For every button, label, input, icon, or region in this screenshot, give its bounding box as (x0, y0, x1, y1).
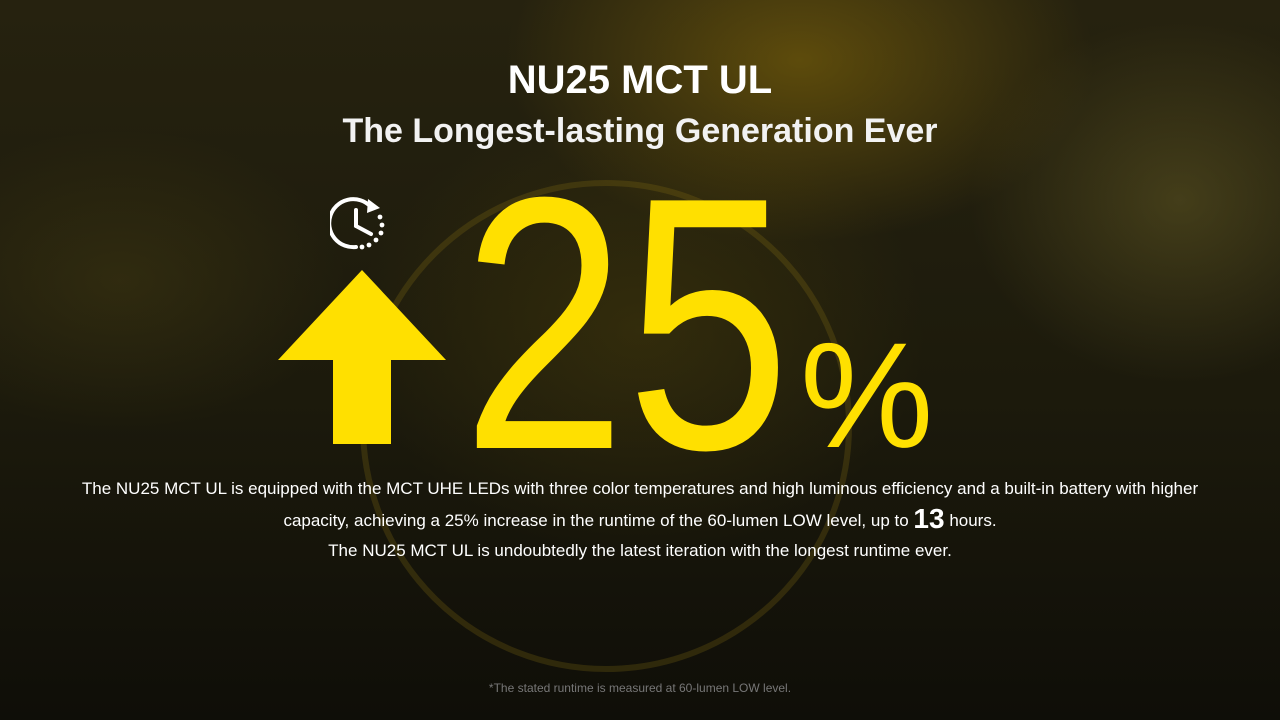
footnote: *The stated runtime is measured at 60-lu… (488, 681, 792, 695)
description: The NU25 MCT UL is equipped with the MCT… (60, 474, 1220, 566)
page-title: NU25 MCT UL (507, 58, 773, 102)
arrow-up-icon (278, 270, 446, 444)
description-text: hours. (949, 511, 997, 530)
percent-sign: % (800, 311, 934, 479)
description-text: capacity, achieving a 25% increase in th… (283, 511, 909, 530)
percentage-value: 25 (462, 123, 791, 525)
page-subtitle: The Longest-lasting Generation Ever (342, 112, 938, 150)
description-line-3: The NU25 MCT UL is undoubtedly the lates… (328, 541, 952, 560)
description-line-1: The NU25 MCT UL is equipped with the MCT… (81, 479, 1199, 498)
description-line-2: capacity, achieving a 25% increase in th… (60, 504, 1220, 536)
runtime-hours: 13 (913, 503, 945, 534)
clock-refresh-icon (330, 197, 385, 250)
